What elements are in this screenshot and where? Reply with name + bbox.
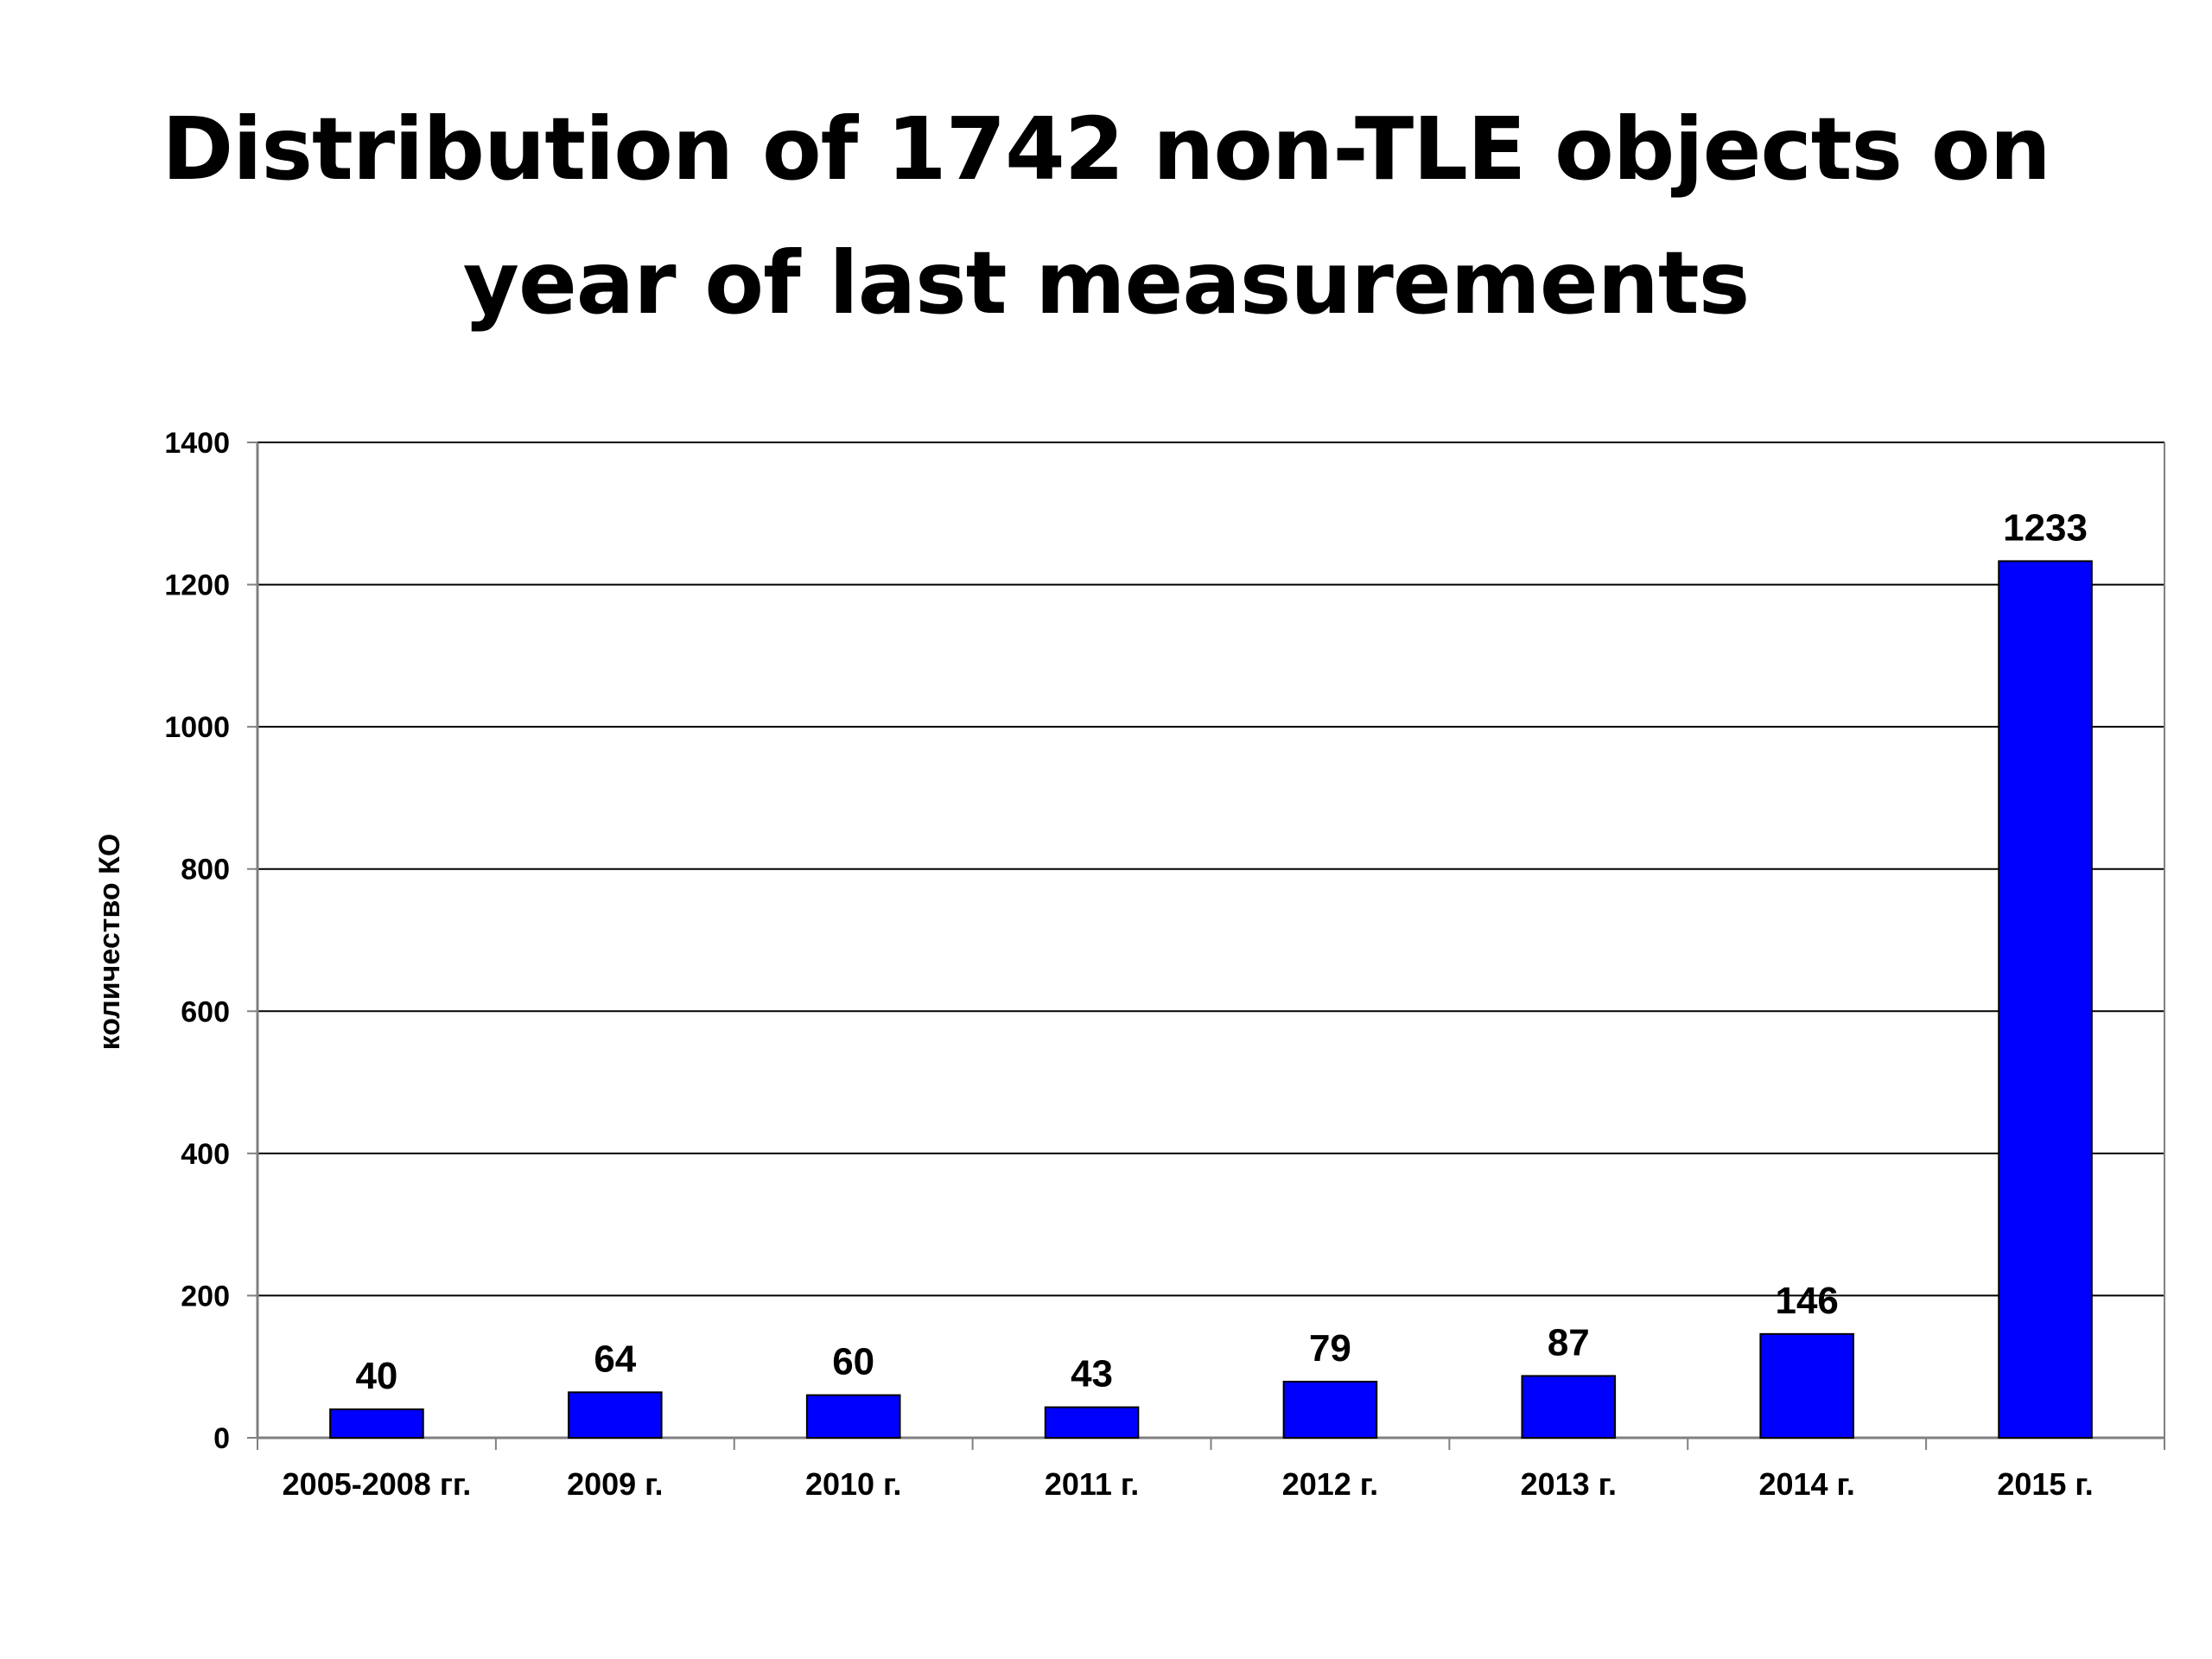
bar-2 xyxy=(805,1394,901,1439)
y-tick-label-800: 800 xyxy=(181,854,230,887)
y-tick-label-1000: 1000 xyxy=(164,711,230,744)
x-category-label-1: 2009 г. xyxy=(567,1466,663,1502)
bar-3 xyxy=(1044,1406,1140,1440)
data-label-6: 146 xyxy=(1775,1280,1838,1322)
labels: 0 200 400 600 800 1000 1200 1400 40 2005-2008 гг.… xyxy=(164,427,2093,1502)
y-tick-label-400: 400 xyxy=(181,1138,230,1171)
chart-axes xyxy=(247,442,2165,1450)
y-tick-label-1200: 1200 xyxy=(164,569,230,602)
data-label-3: 43 xyxy=(1071,1353,1113,1395)
x-category-label-0: 2005-2008 гг. xyxy=(283,1466,472,1502)
x-category-label-7: 2015 г. xyxy=(1997,1466,2093,1502)
data-label-5: 87 xyxy=(1548,1321,1590,1363)
x-category-label-2: 2010 г. xyxy=(805,1466,901,1502)
data-label-2: 60 xyxy=(832,1341,874,1383)
y-tick-label-1400: 1400 xyxy=(164,427,230,460)
slide-title-line-1: Distribution of 1742 non-TLE objects on xyxy=(162,99,2051,200)
bar-4 xyxy=(1282,1380,1378,1439)
bar-6 xyxy=(1759,1332,1854,1440)
x-category-label-5: 2013 г. xyxy=(1521,1466,1617,1502)
bar-0 xyxy=(329,1408,424,1439)
slide-title-line-2: year of last measurements xyxy=(462,232,1750,334)
y-tick-label-0: 0 xyxy=(213,1422,230,1455)
slide-title: Distribution of 1742 non-TLE objects on … xyxy=(0,82,2212,350)
y-axis-title: количество КО xyxy=(93,834,126,1051)
y-tick-label-200: 200 xyxy=(181,1280,230,1313)
data-label-7: 1233 xyxy=(2003,506,2088,549)
grid-lines xyxy=(257,442,2164,1297)
x-category-label-6: 2014 г. xyxy=(1758,1466,1854,1502)
y-tick-label-600: 600 xyxy=(181,995,230,1028)
data-label-4: 79 xyxy=(1309,1327,1351,1370)
data-label-1: 64 xyxy=(594,1338,636,1380)
bar-5 xyxy=(1521,1375,1617,1439)
data-label-0: 40 xyxy=(355,1355,397,1397)
bars xyxy=(329,560,2093,1440)
bar-1 xyxy=(568,1391,663,1440)
x-category-label-3: 2011 г. xyxy=(1045,1466,1140,1502)
x-category-label-4: 2012 г. xyxy=(1282,1466,1378,1502)
bar-7 xyxy=(1998,560,2093,1439)
